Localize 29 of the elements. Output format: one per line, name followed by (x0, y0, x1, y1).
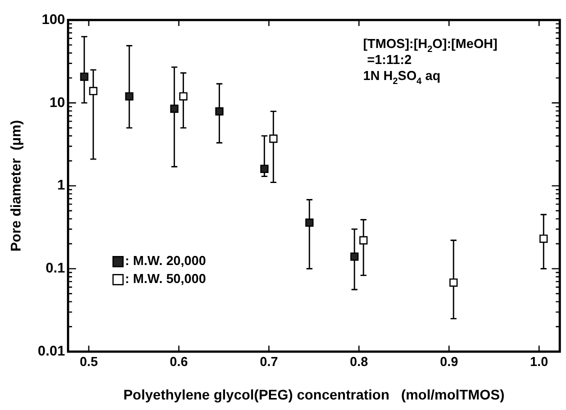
x-tick-label: 0.6 (170, 354, 188, 369)
x-axis-title: Polyethylene glycol(PEG) concentration (mol/molTMOS) (123, 386, 505, 402)
point (350, 252, 359, 261)
point (539, 234, 548, 243)
x-tick-label: 0.7 (260, 354, 278, 369)
annotation: =1:11:2 (367, 52, 412, 67)
point (125, 92, 134, 100)
y-tick-label: 10 (49, 94, 66, 110)
y-tick-label: 0.01 (38, 342, 66, 358)
y-tick-label: 0.1 (46, 260, 66, 276)
legend-label: : M.W. 50,000 (125, 271, 206, 286)
point (449, 278, 458, 287)
x-tick-label: 1.0 (530, 354, 548, 369)
point (305, 218, 314, 227)
point (89, 86, 98, 96)
y-tick-label: 1 (57, 176, 66, 193)
point (80, 72, 88, 81)
y-axis-title: Pore diameter (μm) (7, 120, 24, 252)
point (215, 107, 224, 116)
x-tick-label: 0.8 (350, 354, 368, 369)
legend-label: : M.W. 20,000 (125, 253, 206, 268)
point (359, 236, 368, 244)
x-tick-label: 0.9 (440, 354, 458, 369)
point (269, 134, 278, 143)
y-tick-label: 100 (42, 10, 66, 27)
x-tick-label: 0.5 (80, 354, 98, 369)
point (170, 104, 178, 113)
point (179, 92, 188, 100)
point (260, 164, 269, 174)
